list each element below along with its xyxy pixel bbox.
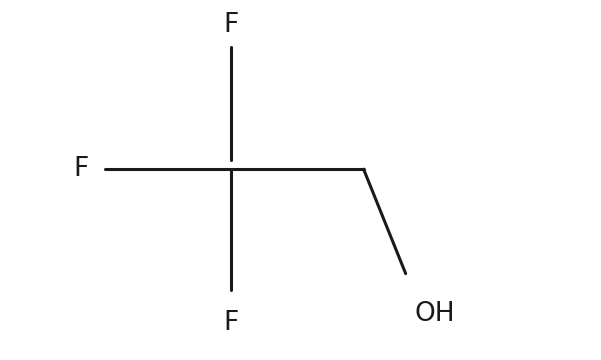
Text: F: F	[224, 310, 239, 336]
Text: F: F	[74, 156, 89, 182]
Text: OH: OH	[415, 301, 456, 327]
Text: F: F	[224, 12, 239, 38]
